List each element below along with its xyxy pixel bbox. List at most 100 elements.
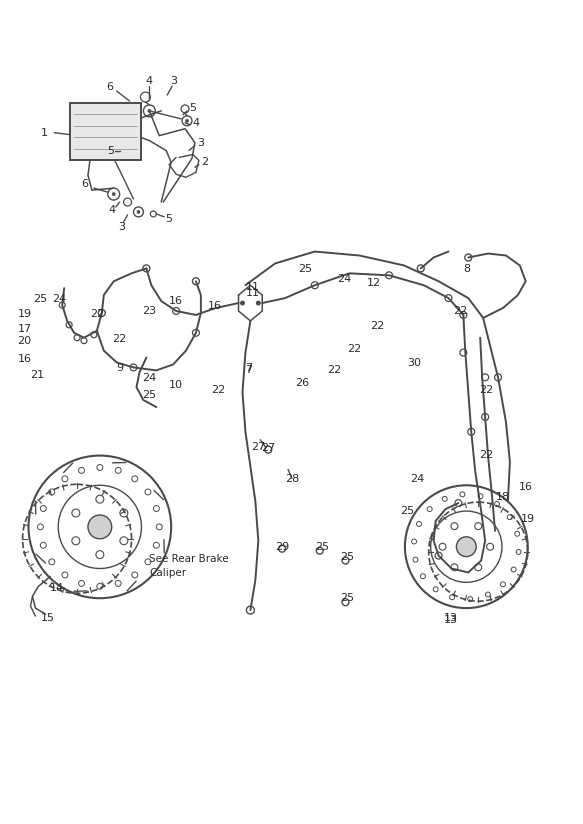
Circle shape: [342, 599, 349, 606]
Text: 4: 4: [146, 76, 153, 87]
Text: 22: 22: [453, 306, 468, 316]
Circle shape: [40, 542, 46, 548]
Text: 25: 25: [340, 551, 354, 562]
Text: 3: 3: [171, 76, 178, 87]
Circle shape: [494, 502, 500, 507]
Circle shape: [460, 492, 465, 497]
Text: 13: 13: [444, 613, 458, 623]
Circle shape: [247, 606, 254, 614]
Text: 16: 16: [519, 482, 533, 492]
Circle shape: [342, 557, 349, 564]
Circle shape: [37, 524, 43, 530]
Text: 24: 24: [338, 274, 352, 284]
Circle shape: [420, 574, 426, 578]
Circle shape: [456, 536, 476, 556]
Circle shape: [115, 580, 121, 587]
Circle shape: [192, 278, 199, 285]
Circle shape: [500, 582, 505, 587]
Circle shape: [49, 559, 55, 564]
Text: 3: 3: [198, 138, 205, 147]
FancyBboxPatch shape: [70, 103, 142, 161]
Circle shape: [257, 301, 260, 305]
Text: 10: 10: [169, 380, 183, 391]
Text: 29: 29: [275, 541, 289, 552]
Circle shape: [515, 531, 519, 536]
Text: See Rear Brake: See Rear Brake: [149, 554, 229, 564]
Text: Caliper: Caliper: [149, 569, 187, 578]
Circle shape: [507, 515, 512, 520]
Text: 17: 17: [17, 324, 31, 334]
Text: 7: 7: [245, 365, 252, 376]
Circle shape: [156, 524, 162, 530]
Text: 22: 22: [212, 385, 226, 396]
Circle shape: [79, 467, 85, 473]
Circle shape: [442, 496, 447, 501]
Circle shape: [241, 301, 244, 305]
Text: 22: 22: [479, 385, 493, 396]
Text: 16: 16: [17, 353, 31, 363]
Circle shape: [413, 557, 418, 562]
Text: 25: 25: [400, 506, 414, 516]
Circle shape: [427, 507, 432, 512]
Circle shape: [40, 506, 46, 512]
Text: 16: 16: [208, 301, 222, 311]
Text: 25: 25: [33, 294, 47, 304]
Text: 20: 20: [17, 335, 31, 346]
Text: 24: 24: [142, 373, 156, 383]
Text: 11: 11: [245, 282, 259, 293]
Circle shape: [97, 465, 103, 471]
Text: 15: 15: [40, 613, 54, 623]
Text: 2: 2: [201, 157, 208, 167]
Text: 25: 25: [298, 265, 312, 274]
Text: 13: 13: [444, 615, 458, 625]
Text: 28: 28: [285, 475, 299, 485]
Text: 9: 9: [116, 363, 123, 373]
Circle shape: [449, 595, 455, 600]
Circle shape: [265, 446, 272, 453]
Circle shape: [416, 522, 422, 527]
Text: 24: 24: [410, 475, 424, 485]
Circle shape: [97, 583, 103, 589]
Circle shape: [279, 545, 286, 552]
Text: 22: 22: [90, 309, 104, 319]
Text: 6: 6: [82, 179, 89, 190]
Text: 4: 4: [108, 205, 115, 215]
Text: 22: 22: [479, 450, 493, 460]
Text: 18: 18: [496, 492, 510, 502]
Circle shape: [465, 254, 472, 261]
Text: 22: 22: [328, 365, 342, 376]
Text: 6: 6: [106, 82, 113, 92]
Text: 5: 5: [189, 103, 196, 113]
Circle shape: [132, 572, 138, 578]
Text: 30: 30: [407, 358, 421, 368]
Text: 23: 23: [142, 306, 156, 316]
Text: 3: 3: [118, 222, 125, 232]
Circle shape: [468, 597, 473, 602]
Circle shape: [486, 592, 490, 597]
Circle shape: [433, 587, 438, 592]
Circle shape: [145, 559, 151, 564]
Text: 14: 14: [50, 583, 64, 593]
Text: 12: 12: [367, 279, 381, 288]
Text: 21: 21: [30, 370, 44, 381]
Circle shape: [511, 567, 516, 572]
Text: 27: 27: [251, 442, 265, 452]
Text: 7: 7: [245, 363, 252, 373]
Text: 5: 5: [107, 146, 114, 156]
Text: 4: 4: [192, 118, 199, 128]
Circle shape: [412, 539, 417, 544]
Circle shape: [62, 475, 68, 482]
Text: 22: 22: [347, 344, 361, 353]
Circle shape: [153, 506, 159, 512]
Circle shape: [478, 494, 483, 499]
Circle shape: [185, 119, 188, 122]
Text: 16: 16: [169, 296, 183, 306]
Text: 19: 19: [17, 309, 31, 319]
Circle shape: [148, 110, 151, 112]
Circle shape: [115, 467, 121, 473]
Circle shape: [79, 580, 85, 587]
Circle shape: [88, 515, 112, 539]
Circle shape: [49, 489, 55, 495]
Circle shape: [99, 310, 106, 316]
Text: 25: 25: [315, 541, 329, 552]
